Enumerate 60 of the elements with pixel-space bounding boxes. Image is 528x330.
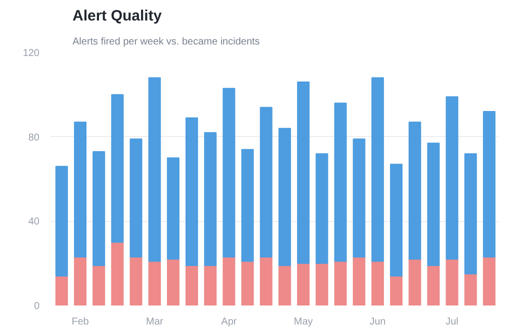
- bar: [482, 256, 496, 306]
- bar: [222, 256, 236, 306]
- bar: [278, 264, 291, 306]
- bar: [166, 157, 180, 260]
- bar: [334, 102, 347, 262]
- bar: [427, 142, 440, 266]
- bar: [74, 122, 87, 258]
- bar: [352, 256, 366, 306]
- bar: [408, 122, 422, 260]
- bar: [55, 275, 68, 306]
- bar: [464, 153, 477, 274]
- y-tick-label: 80: [28, 132, 40, 144]
- bar: [390, 275, 403, 306]
- x-tick-label: Mar: [146, 316, 164, 328]
- bar: [111, 242, 124, 306]
- bar: [186, 117, 198, 266]
- x-tick-label: May: [294, 316, 313, 328]
- bar: [427, 264, 440, 306]
- bar: [446, 96, 458, 260]
- y-tick-label: 40: [28, 216, 40, 228]
- bar: [130, 138, 142, 258]
- bar: [464, 273, 477, 306]
- bar: [408, 258, 422, 306]
- bar: [241, 260, 254, 306]
- y-tick-label: 120: [22, 48, 40, 59]
- bar: [446, 258, 458, 306]
- chart-title: Alert Quality: [72, 8, 162, 24]
- bar: [352, 138, 366, 258]
- bar: [130, 256, 142, 306]
- chart-subtitle: Alerts fired per week vs. became incidents: [72, 36, 260, 48]
- bar: [92, 151, 106, 266]
- bar: [278, 128, 291, 266]
- bar: [55, 166, 68, 276]
- bar: [390, 164, 403, 276]
- bar: [371, 77, 384, 262]
- bar: [92, 264, 106, 306]
- bar: [222, 88, 236, 258]
- bar: [316, 153, 328, 264]
- bar: [482, 111, 496, 258]
- x-tick-label: Apr: [221, 316, 238, 328]
- y-tick-label: 0: [34, 301, 40, 312]
- bar: [111, 94, 124, 243]
- bar: [260, 106, 272, 258]
- bar: [186, 264, 198, 306]
- x-tick-label: Jun: [370, 316, 386, 328]
- bar: [371, 260, 384, 306]
- bar: [148, 77, 161, 262]
- bar: [74, 256, 87, 306]
- bar: [297, 262, 310, 306]
- x-tick-label: Jul: [446, 316, 458, 328]
- bar: [297, 82, 310, 264]
- bar: [166, 258, 180, 306]
- bar: [148, 260, 161, 306]
- bar: [316, 262, 328, 306]
- bar: [334, 260, 347, 306]
- x-tick-label: Feb: [72, 316, 90, 328]
- bar: [241, 148, 254, 262]
- bar: [260, 256, 272, 306]
- bar: [204, 132, 217, 266]
- bar: [204, 264, 217, 306]
